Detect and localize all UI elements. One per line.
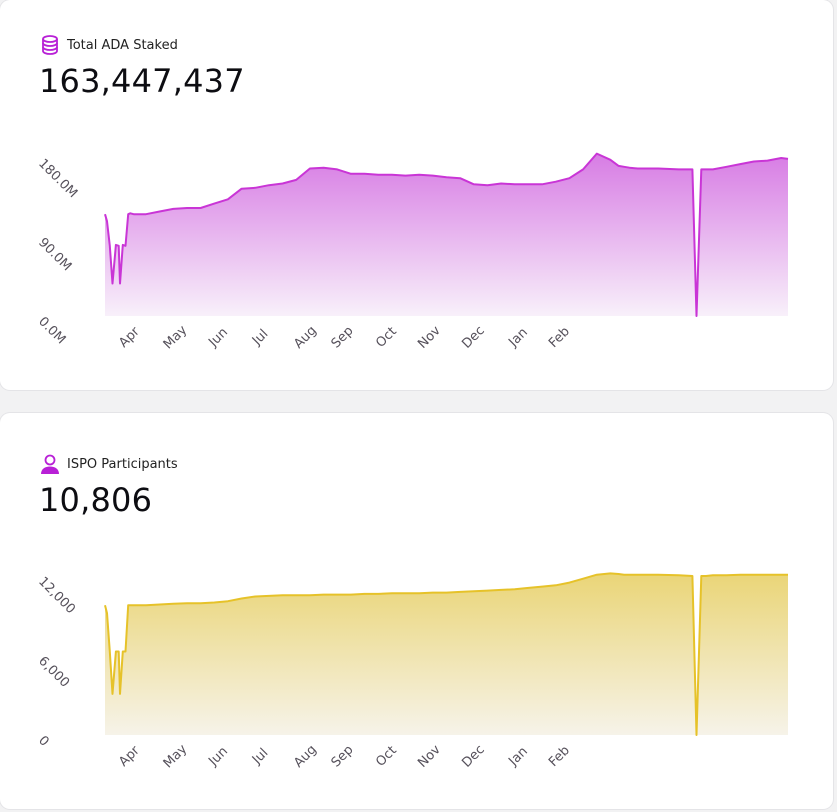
x-tick-label: May [161, 742, 191, 772]
y-tick-label: 6,000 [35, 654, 72, 691]
x-tick-label: Dec [459, 742, 487, 770]
x-tick-label: Sep [329, 324, 357, 352]
x-tick-label: Dec [459, 323, 487, 351]
x-tick-label: Nov [415, 742, 444, 771]
user-icon [41, 454, 59, 474]
card-header: Total ADA Staked [39, 34, 178, 56]
x-tick-label: Aug [291, 742, 320, 771]
participants-area-chart: 0 6,000 12,000 Apr May Jun Jul Aug Sep Oct Nov Dec J… [35, 572, 788, 772]
series-line [104, 152, 789, 317]
card-header: ISPO Participants [39, 453, 178, 475]
x-tick-label: Aug [291, 323, 320, 352]
x-tick-label: Jun [205, 325, 231, 351]
y-tick-label: 0 [35, 733, 51, 749]
x-tick-label: Feb [546, 324, 573, 351]
y-tick-label: 12,000 [35, 574, 78, 617]
card-title: ISPO Participants [67, 456, 178, 472]
y-tick-label: 0.0M [35, 314, 68, 347]
y-tick-label: 90.0M [35, 235, 74, 274]
x-tick-label: Jan [505, 325, 530, 350]
total-ada-staked-card: Total ADA Staked 163,447,437 0.0M 90.0M 18… [0, 0, 833, 390]
coins-stack-icon [42, 35, 58, 55]
total-staked-value: 163,447,437 [39, 62, 245, 100]
x-tick-label: Sep [329, 743, 357, 771]
x-tick-label: Feb [546, 743, 573, 770]
y-tick-label: 180.0M [35, 156, 80, 201]
x-tick-label: Apr [116, 743, 143, 770]
series-line [104, 572, 788, 736]
x-tick-label: Nov [415, 323, 444, 352]
ispo-participants-card: ISPO Participants 10,806 0 6,000 12,000 Apr… [0, 413, 833, 809]
card-title: Total ADA Staked [67, 37, 178, 53]
x-tick-label: Apr [116, 324, 143, 351]
x-tick-label: Jan [505, 744, 530, 769]
participants-value: 10,806 [39, 481, 153, 519]
x-tick-label: Oct [373, 324, 400, 351]
x-tick-label: Oct [373, 743, 400, 770]
x-tick-label: Jul [249, 746, 271, 768]
x-tick-label: May [161, 323, 191, 353]
staked-area-chart: 0.0M 90.0M 180.0M Apr May Jun Jul Aug Sep Oct Nov D… [35, 152, 789, 353]
series-area [105, 573, 788, 735]
x-tick-label: Jun [205, 744, 231, 770]
series-area [105, 153, 788, 316]
x-tick-label: Jul [249, 327, 271, 349]
